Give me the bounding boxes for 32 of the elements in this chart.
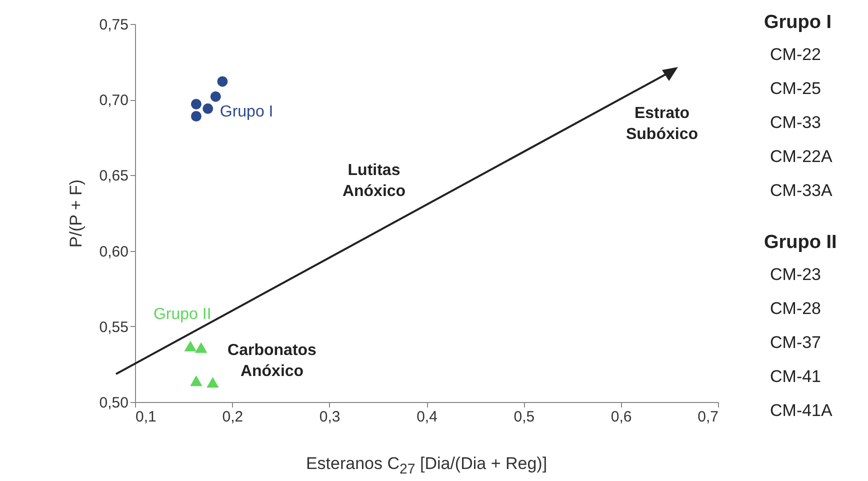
x-tick-label: 0,6 — [610, 408, 632, 426]
annotation: Carbonatos Anóxico — [226, 341, 318, 382]
y-tick-label: 0,75 — [99, 16, 128, 34]
text: CM-22A — [770, 146, 834, 168]
series-label: Grupo II — [153, 306, 212, 324]
x-tick-label: 0,5 — [514, 408, 535, 426]
x-tick-label: 0,3 — [319, 408, 340, 426]
y-axis-title: P/(P + F) — [66, 179, 86, 248]
annotation: Lutitas Anóxico — [341, 161, 407, 202]
x-axis-title: Esteranos C$_{27}$ [Dia/(Dia + Reg)] — [304, 454, 548, 478]
x-tick-label: 0,4 — [416, 408, 438, 426]
x-tick-label: 0,2 — [222, 408, 244, 426]
y-tick-label: 0,70 — [99, 92, 128, 110]
y-tick-label: 0,55 — [99, 318, 128, 336]
y-tick-label: 0,50 — [99, 394, 128, 412]
text: Grupo I — [764, 11, 833, 35]
series-label: Grupo I — [220, 104, 274, 121]
annotation: Estrato Subóxico — [624, 104, 699, 145]
text: CM-33A — [770, 180, 834, 202]
text: CM-23 — [770, 264, 822, 286]
text: CM-22 — [770, 44, 822, 66]
text: CM-41A — [770, 400, 834, 422]
x-tick-label: 0,1 — [136, 408, 156, 426]
text: CM-33 — [770, 112, 822, 134]
text: CM-25 — [770, 78, 822, 100]
text: CM-41 — [770, 366, 822, 388]
x-tick-label: 0,7 — [698, 408, 718, 426]
text: CM-37 — [770, 332, 822, 354]
y-tick-label: 0,65 — [99, 168, 128, 185]
text: Grupo II — [764, 231, 837, 255]
text: CM-28 — [770, 298, 822, 320]
y-tick-label: 0,60 — [99, 243, 128, 260]
